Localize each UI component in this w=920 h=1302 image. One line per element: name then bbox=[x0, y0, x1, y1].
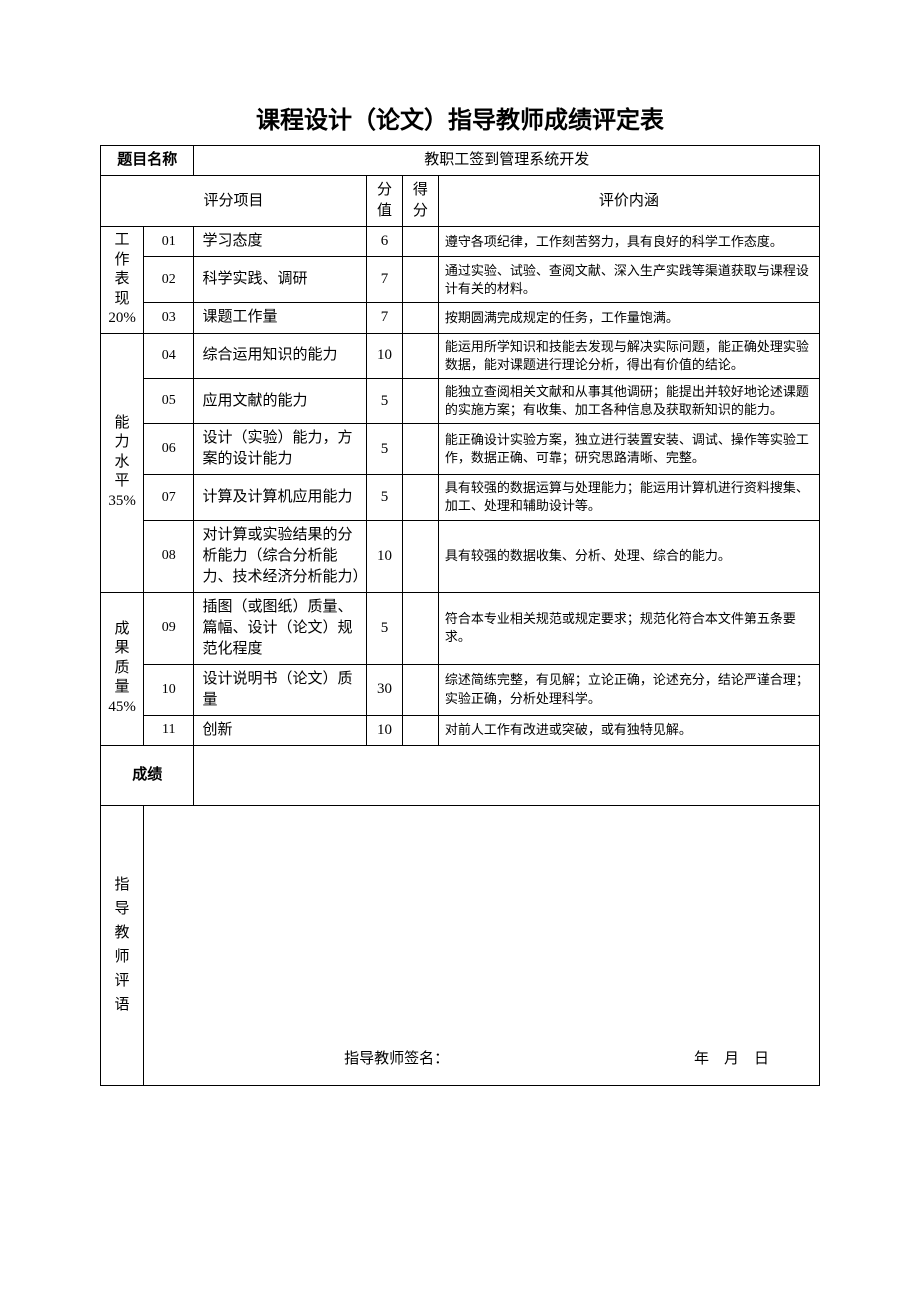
row-num: 08 bbox=[144, 520, 194, 592]
item-name: 应用文献的能力 bbox=[194, 378, 367, 423]
score-value: 7 bbox=[367, 303, 403, 333]
group-name: 能力水平 bbox=[115, 415, 130, 490]
comment-label: 指导教师评语 bbox=[101, 805, 144, 1085]
item-desc: 具有较强的数据运算与处理能力；能运用计算机进行资料搜集、加工、处理和辅助设计等。 bbox=[438, 475, 819, 520]
table-row: 03 课题工作量 7 按期圆满完成规定的任务，工作量饱满。 bbox=[101, 303, 820, 333]
got-score[interactable] bbox=[402, 520, 438, 592]
col-item-header: 评分项目 bbox=[101, 176, 367, 227]
column-header-row: 评分项目 分值 得分 评价内涵 bbox=[101, 176, 820, 227]
score-value: 5 bbox=[367, 424, 403, 475]
row-num: 02 bbox=[144, 257, 194, 303]
row-num: 04 bbox=[144, 333, 194, 378]
item-desc: 符合本专业相关规范或规定要求；规范化符合本文件第五条要求。 bbox=[438, 592, 819, 664]
evaluation-table: 题目名称 教职工签到管理系统开发 评分项目 分值 得分 评价内涵 工作表现 20… bbox=[100, 145, 820, 1086]
item-name: 创新 bbox=[194, 715, 367, 745]
score-value: 6 bbox=[367, 227, 403, 257]
score-value: 5 bbox=[367, 475, 403, 520]
item-desc: 能独立查阅相关文献和从事其他调研；能提出并较好地论述课题的实施方案；有收集、加工… bbox=[438, 378, 819, 423]
got-score[interactable] bbox=[402, 424, 438, 475]
row-num: 07 bbox=[144, 475, 194, 520]
item-desc: 能运用所学知识和技能去发现与解决实际问题，能正确处理实验数据，能对课题进行理论分… bbox=[438, 333, 819, 378]
col-desc-header: 评价内涵 bbox=[438, 176, 819, 227]
group-name: 工作表现 bbox=[115, 232, 130, 307]
row-num: 05 bbox=[144, 378, 194, 423]
page-title: 课程设计（论文）指导教师成绩评定表 bbox=[100, 100, 820, 135]
col-got-header: 得分 bbox=[402, 176, 438, 227]
score-value: 7 bbox=[367, 257, 403, 303]
topic-value: 教职工签到管理系统开发 bbox=[194, 146, 820, 176]
row-num: 01 bbox=[144, 227, 194, 257]
table-row: 11 创新 10 对前人工作有改进或突破，或有独特见解。 bbox=[101, 715, 820, 745]
group-weight: 20% bbox=[108, 310, 136, 326]
item-name: 插图（或图纸）质量、篇幅、设计（论文）规范化程度 bbox=[194, 592, 367, 664]
row-num: 03 bbox=[144, 303, 194, 333]
group-1-label: 工作表现 20% bbox=[101, 227, 144, 334]
got-score[interactable] bbox=[402, 475, 438, 520]
col-score-header: 分值 bbox=[367, 176, 403, 227]
comment-cell[interactable]: 指导教师签名： 年 月 日 bbox=[144, 805, 820, 1085]
signature-line: 指导教师签名： 年 月 日 bbox=[164, 1049, 799, 1070]
grade-label: 成绩 bbox=[101, 745, 194, 805]
table-row: 工作表现 20% 01 学习态度 6 遵守各项纪律，工作刻苦努力，具有良好的科学… bbox=[101, 227, 820, 257]
row-num: 09 bbox=[144, 592, 194, 664]
table-row: 06 设计（实验）能力，方案的设计能力 5 能正确设计实验方案，独立进行装置安装… bbox=[101, 424, 820, 475]
table-row: 08 对计算或实验结果的分析能力（综合分析能力、技术经济分析能力） 10 具有较… bbox=[101, 520, 820, 592]
got-score[interactable] bbox=[402, 664, 438, 715]
got-score[interactable] bbox=[402, 333, 438, 378]
grade-value[interactable] bbox=[194, 745, 820, 805]
item-name: 综合运用知识的能力 bbox=[194, 333, 367, 378]
row-num: 11 bbox=[144, 715, 194, 745]
got-score[interactable] bbox=[402, 303, 438, 333]
comment-row: 指导教师评语 指导教师签名： 年 月 日 bbox=[101, 805, 820, 1085]
group-2-label: 能力水平 35% bbox=[101, 333, 144, 592]
group-name: 成果质量 bbox=[115, 621, 130, 696]
table-row: 05 应用文献的能力 5 能独立查阅相关文献和从事其他调研；能提出并较好地论述课… bbox=[101, 378, 820, 423]
score-value: 30 bbox=[367, 664, 403, 715]
item-name: 学习态度 bbox=[194, 227, 367, 257]
score-value: 5 bbox=[367, 378, 403, 423]
item-desc: 遵守各项纪律，工作刻苦努力，具有良好的科学工作态度。 bbox=[438, 227, 819, 257]
table-row: 07 计算及计算机应用能力 5 具有较强的数据运算与处理能力；能运用计算机进行资… bbox=[101, 475, 820, 520]
item-name: 计算及计算机应用能力 bbox=[194, 475, 367, 520]
got-score[interactable] bbox=[402, 378, 438, 423]
item-name: 设计说明书（论文）质量 bbox=[194, 664, 367, 715]
item-name: 科学实践、调研 bbox=[194, 257, 367, 303]
grade-row: 成绩 bbox=[101, 745, 820, 805]
item-desc: 能正确设计实验方案，独立进行装置安装、调试、操作等实验工作，数据正确、可靠；研究… bbox=[438, 424, 819, 475]
score-value: 10 bbox=[367, 520, 403, 592]
score-value: 10 bbox=[367, 333, 403, 378]
signature-label: 指导教师签名： bbox=[344, 1049, 449, 1070]
item-desc: 综述简练完整，有见解；立论正确，论述充分，结论严谨合理；实验正确，分析处理科学。 bbox=[438, 664, 819, 715]
item-desc: 具有较强的数据收集、分析、处理、综合的能力。 bbox=[438, 520, 819, 592]
topic-row: 题目名称 教职工签到管理系统开发 bbox=[101, 146, 820, 176]
item-name: 课题工作量 bbox=[194, 303, 367, 333]
item-name: 对计算或实验结果的分析能力（综合分析能力、技术经济分析能力） bbox=[194, 520, 367, 592]
item-desc: 通过实验、试验、查阅文献、深入生产实践等渠道获取与课程设计有关的材料。 bbox=[438, 257, 819, 303]
table-row: 02 科学实践、调研 7 通过实验、试验、查阅文献、深入生产实践等渠道获取与课程… bbox=[101, 257, 820, 303]
row-num: 06 bbox=[144, 424, 194, 475]
item-desc: 对前人工作有改进或突破，或有独特见解。 bbox=[438, 715, 819, 745]
got-score[interactable] bbox=[402, 257, 438, 303]
got-score[interactable] bbox=[402, 592, 438, 664]
item-desc: 按期圆满完成规定的任务，工作量饱满。 bbox=[438, 303, 819, 333]
table-row: 成果质量 45% 09 插图（或图纸）质量、篇幅、设计（论文）规范化程度 5 符… bbox=[101, 592, 820, 664]
topic-label: 题目名称 bbox=[101, 146, 194, 176]
table-row: 能力水平 35% 04 综合运用知识的能力 10 能运用所学知识和技能去发现与解… bbox=[101, 333, 820, 378]
row-num: 10 bbox=[144, 664, 194, 715]
table-row: 10 设计说明书（论文）质量 30 综述简练完整，有见解；立论正确，论述充分，结… bbox=[101, 664, 820, 715]
got-score[interactable] bbox=[402, 227, 438, 257]
group-weight: 45% bbox=[108, 699, 136, 715]
date-label: 年 月 日 bbox=[694, 1049, 769, 1070]
score-value: 10 bbox=[367, 715, 403, 745]
score-value: 5 bbox=[367, 592, 403, 664]
group-3-label: 成果质量 45% bbox=[101, 592, 144, 745]
item-name: 设计（实验）能力，方案的设计能力 bbox=[194, 424, 367, 475]
group-weight: 35% bbox=[108, 493, 136, 509]
got-score[interactable] bbox=[402, 715, 438, 745]
